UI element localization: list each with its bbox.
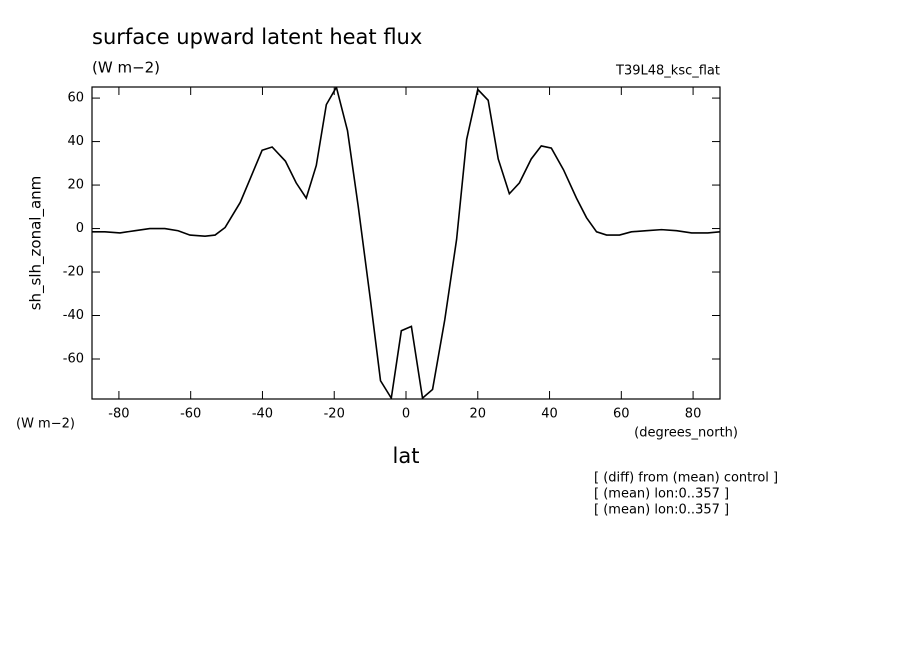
- run-label: T39L48_ksc_flat: [615, 64, 720, 79]
- y-tick-label: -20: [63, 265, 84, 280]
- y-tick-label: 0: [76, 221, 84, 236]
- x-tick-label: 0: [402, 407, 410, 422]
- y-tick-label: -60: [63, 351, 84, 366]
- y-units: (W m−2): [16, 417, 75, 432]
- chart-title: surface upward latent heat flux: [92, 25, 422, 49]
- x-tick-label: -80: [108, 407, 129, 422]
- plot-frame: [91, 86, 721, 400]
- subtitle: (W m−2): [92, 59, 160, 77]
- y-tick-label: 60: [67, 91, 84, 106]
- y-tick-label: 40: [67, 134, 84, 149]
- y-axis-label: sh_slh_zonal_anm: [27, 176, 46, 311]
- x-units: (degrees_north): [634, 426, 738, 441]
- x-tick-label: -20: [324, 407, 345, 422]
- y-tick-label: -40: [63, 308, 84, 323]
- x-tick-label: 40: [541, 407, 558, 422]
- note: [ (mean) lon:0..357 ]: [594, 503, 729, 518]
- x-tick-label: -40: [252, 407, 273, 422]
- x-tick-label: -60: [180, 407, 201, 422]
- note: [ (mean) lon:0..357 ]: [594, 487, 729, 502]
- x-tick-label: 20: [469, 407, 486, 422]
- y-tick-label: 20: [67, 178, 84, 193]
- data-line: [92, 87, 720, 399]
- x-axis-label: lat: [393, 444, 420, 468]
- x-tick-label: 60: [613, 407, 630, 422]
- note: [ (diff) from (mean) control ]: [594, 471, 778, 486]
- x-tick-label: 80: [685, 407, 702, 422]
